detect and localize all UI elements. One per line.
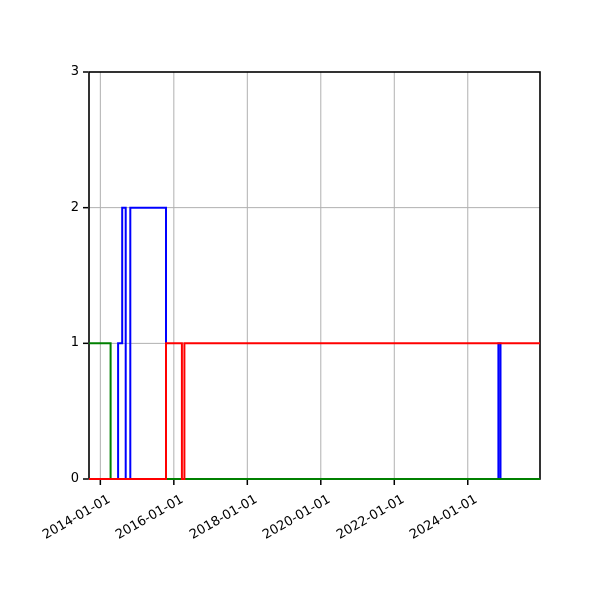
axes-spines — [88, 71, 541, 480]
plot-border — [88, 71, 541, 480]
red-step-series — [89, 342, 540, 480]
y-tick-label: 1 — [70, 335, 79, 351]
y-tick-label: 2 — [70, 199, 79, 215]
axis-ticks — [83, 71, 469, 485]
y-tick-label: 0 — [70, 471, 79, 486]
green-step-series — [89, 342, 540, 480]
gridlines — [89, 71, 540, 480]
y-tick-label: 3 — [70, 64, 79, 79]
data-series — [89, 206, 540, 480]
